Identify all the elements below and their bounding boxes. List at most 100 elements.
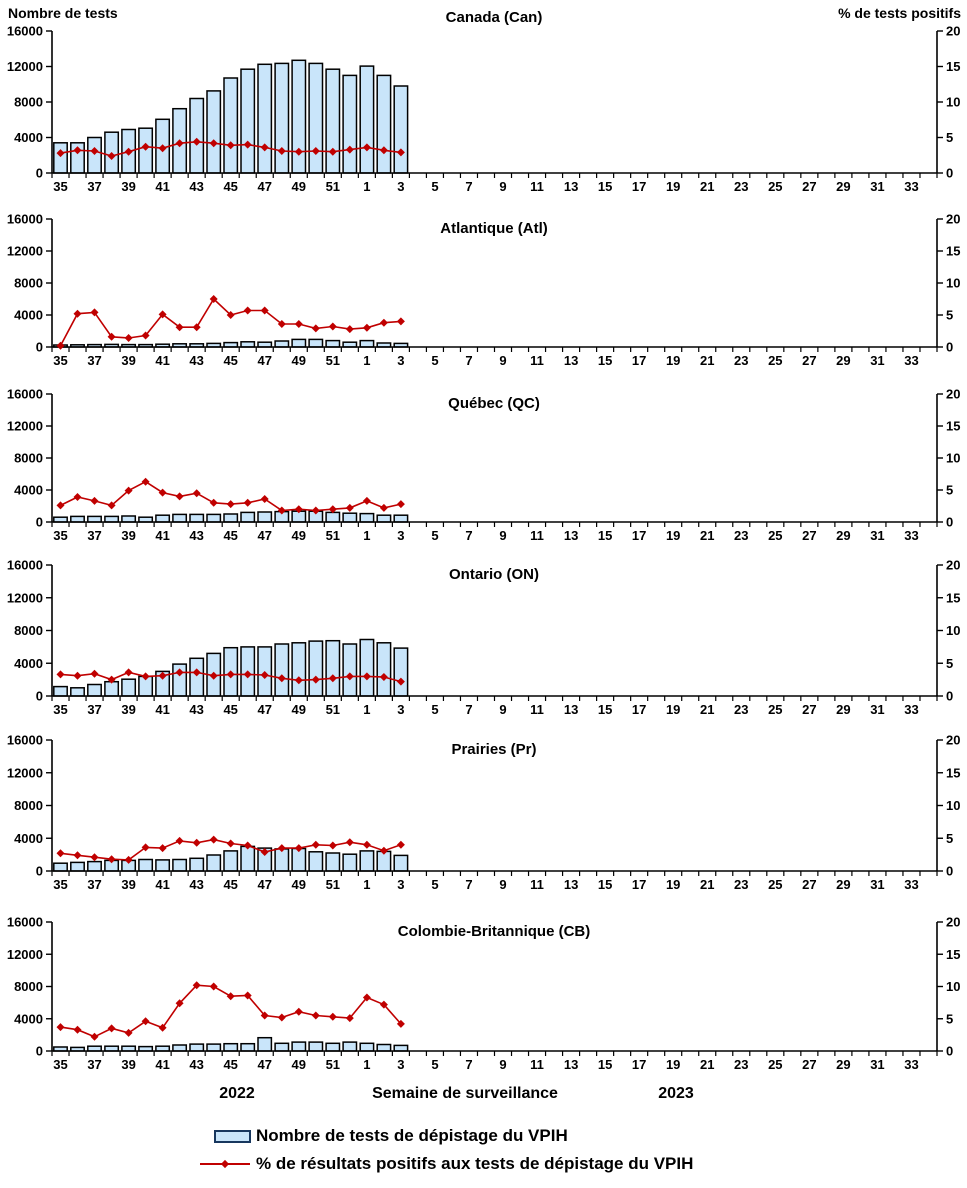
bar-week-45 [223,1042,239,1052]
right-tick-label: 10 [946,979,960,994]
left-tick-label: 8000 [14,979,43,994]
right-tick-label: 20 [946,212,960,227]
pct-marker-week-38 [107,1024,116,1033]
pct-marker-week-2 [379,503,388,512]
x-tick-label: 41 [155,877,169,892]
pct-marker-week-48 [277,320,286,328]
x-tick-label: 11 [530,353,544,368]
pct-marker-week-50 [311,840,320,849]
x-tick-label: 11 [530,1057,544,1072]
right-tick-label: 5 [946,831,953,846]
left-tick-label: 12000 [7,590,43,605]
x-tick-label: 9 [499,179,506,194]
bar-week-37 [87,683,102,697]
bar-week-45 [223,850,239,872]
x-tick-label: 39 [121,179,135,194]
bar-week-44 [206,1043,222,1052]
x-tick-label: 45 [223,702,237,717]
x-tick-label: 31 [870,179,884,194]
right-tick-label: 20 [946,558,960,573]
right-tick-label: 0 [946,864,953,879]
x-tick-label: 49 [292,877,306,892]
x-tick-label: 51 [326,1057,340,1072]
pct-marker-week-44 [209,295,218,303]
x-tick-label: 43 [189,702,203,717]
left-tick-label: 0 [36,1044,43,1059]
bar-week-3 [393,854,409,872]
bar-week-39 [121,515,137,523]
bar-week-48 [274,340,290,348]
x-tick-label: 17 [632,1057,646,1072]
pct-marker-week-39 [124,855,133,864]
bar-week-3 [393,1044,409,1052]
x-tick-label: 35 [53,702,67,717]
pct-marker-week-41 [158,488,167,497]
bar-week-43 [189,657,205,697]
x-tick-label: 17 [632,179,646,194]
bar-week-46 [240,511,256,523]
right-tick-label: 0 [946,689,953,704]
bar-week-43 [189,513,205,523]
pct-marker-week-50 [311,675,320,684]
bar-week-2 [376,1043,392,1052]
x-tick-label: 27 [802,1057,816,1072]
bar-week-42 [172,858,188,872]
x-tick-label: 1 [363,528,370,543]
pct-marker-week-42 [175,836,184,845]
pct-marker-week-40 [141,331,150,340]
left-tick-label: 8000 [14,623,43,638]
x-tick-label: 25 [768,528,782,543]
pct-marker-week-41 [158,671,167,680]
left-tick-label: 4000 [14,1011,43,1026]
x-tick-label: 49 [292,353,306,368]
right-tick-label: 0 [946,1044,953,1059]
x-tick-label: 5 [431,1057,438,1072]
pct-marker-week-51 [328,674,337,683]
x-tick-label: 51 [326,528,340,543]
left-tick-label: 0 [36,340,43,355]
bar-week-35 [53,862,68,872]
pct-marker-week-52 [345,145,354,154]
x-tick-label: 17 [632,702,646,717]
bar-week-1 [359,339,375,348]
pct-marker-week-47 [260,671,269,679]
left-tick-label: 16000 [7,733,43,748]
x-tick-label: 23 [734,179,748,194]
x-tick-label: 27 [802,528,816,543]
right-tick-label: 20 [946,733,960,748]
x-tick-label: 27 [802,179,816,194]
pct-marker-week-43 [192,489,201,498]
bar-week-2 [376,642,392,697]
x-tick-label: 1 [363,1057,370,1072]
bar-week-51 [325,339,341,348]
pct-marker-week-49 [294,320,303,328]
bar-week-46 [240,68,256,174]
bar-week-51 [325,852,341,872]
x-tick-label: 7 [465,1057,472,1072]
bar-week-49 [291,59,307,174]
x-tick-label: 33 [904,1057,918,1072]
x-tick-label: 23 [734,528,748,543]
bar-week-2 [376,514,392,523]
bar-week-36 [70,515,85,523]
pct-marker-week-38 [107,501,116,510]
pct-marker-week-47 [260,848,269,856]
x-tick-label: 31 [870,1057,884,1072]
x-tick-label: 29 [836,528,850,543]
pct-marker-week-37 [90,669,99,678]
legend-item-tests: Nombre de tests de dépistage du VPIH [200,1122,693,1150]
diamond-marker-icon [220,1159,230,1169]
pct-marker-week-51 [328,505,337,514]
x-tick-label: 31 [870,702,884,717]
bar-week-1 [359,512,375,523]
legend-bar-swatch [214,1129,251,1143]
x-tick-label: 13 [564,702,578,717]
x-tick-label: 15 [598,1057,612,1072]
bar-week-48 [274,1042,290,1052]
x-tick-label: 1 [363,877,370,892]
x-tick-label: 3 [397,1057,404,1072]
pct-marker-week-3 [396,500,405,509]
x-tick-label: 41 [155,1057,169,1072]
pct-marker-week-46 [243,306,252,315]
